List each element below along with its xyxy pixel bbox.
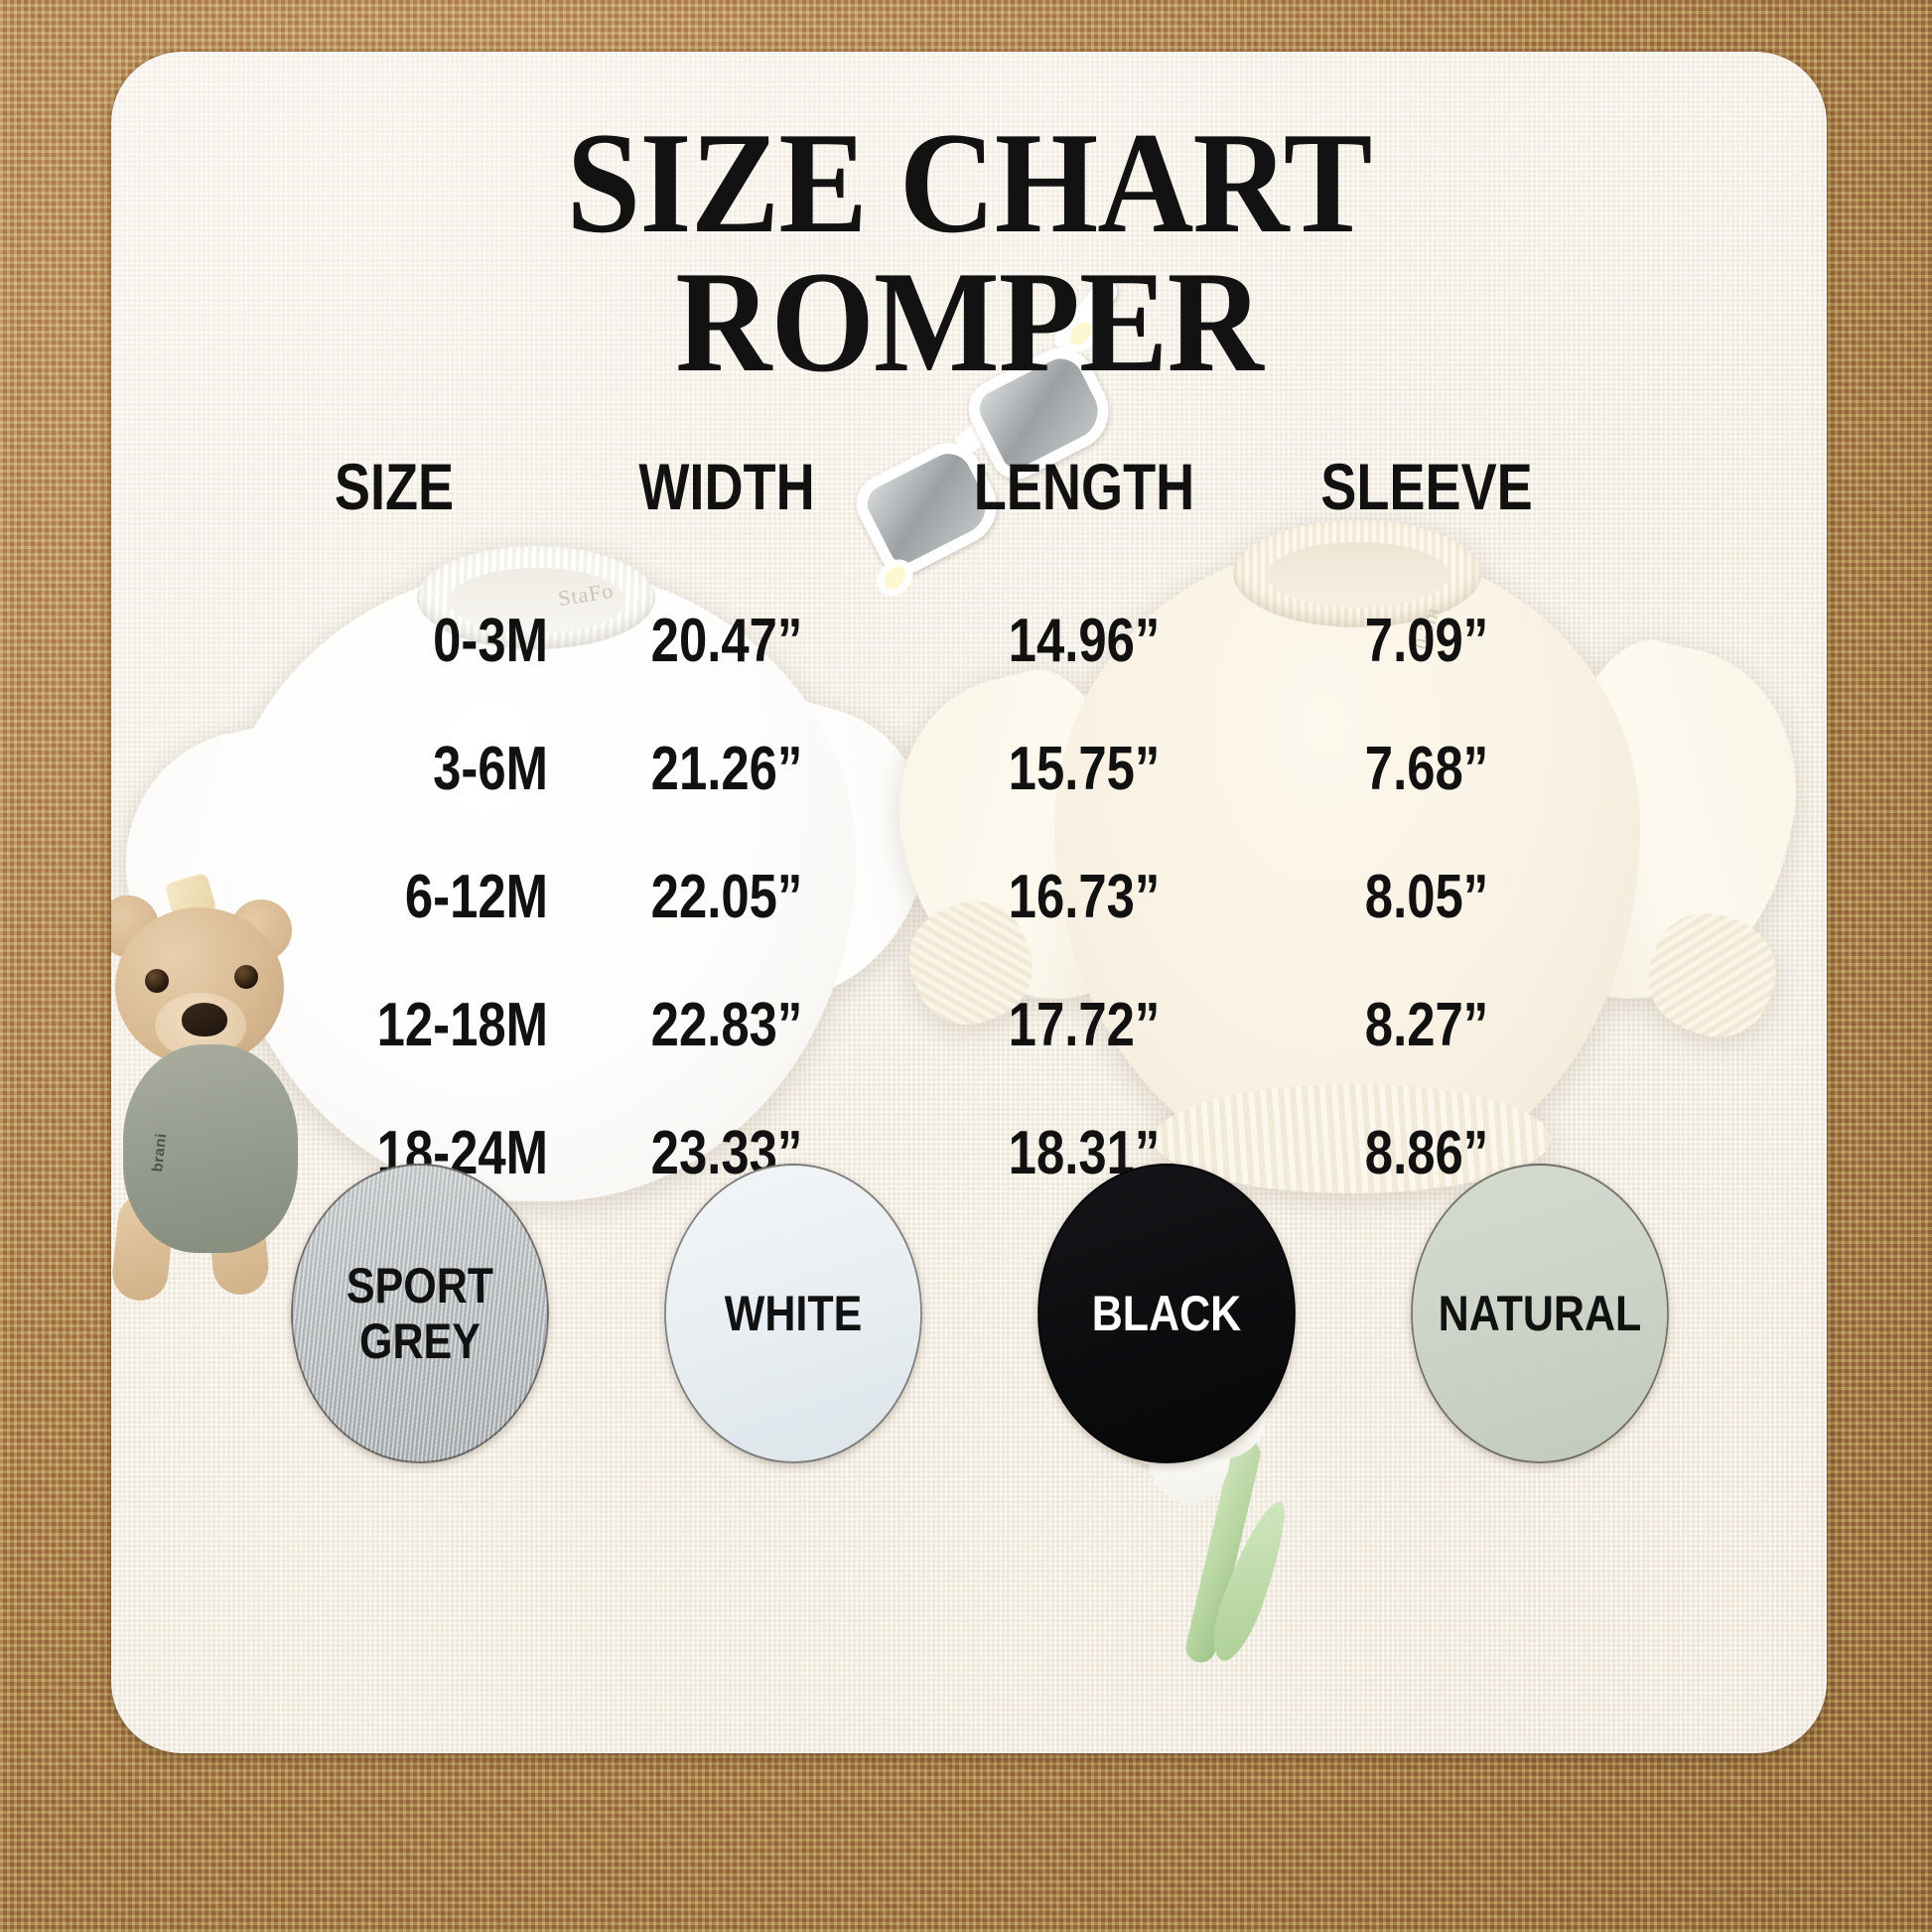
cell-width: 22.05” [650,863,803,931]
swatch-white[interactable]: WHITE [664,1164,922,1463]
size-chart-card: StaFo 0-3m brani [111,52,1827,1753]
swatch-black-label: BLACK [1091,1286,1242,1341]
cell-sleeve: 7.09” [1364,607,1489,675]
cell-sleeve: 7.68” [1364,735,1489,803]
column-header-size: SIZE [334,450,455,523]
swatch-sport-grey-label: SPORT GREY [346,1258,493,1369]
table-row: 0-3M 20.47” 14.96” 7.09” [240,606,1700,676]
table-row: 3-6M 21.26” 15.75” 7.68” [240,734,1700,804]
cream-romper-photo: 0-3m [869,488,1827,1243]
teddy-overalls [123,1044,298,1253]
color-swatch-row: SPORT GREY WHITE BLACK NATURAL [270,1164,1690,1463]
cell-width: 22.83” [650,991,803,1059]
cell-length: 16.73” [1008,863,1161,931]
cell-sleeve: 8.05” [1364,863,1489,931]
cream-romper-neck-opening [1267,542,1449,608]
cell-size: 12-18M [376,991,548,1059]
cell-length: 14.96” [1008,607,1161,675]
cell-width: 21.26” [650,735,803,803]
cell-size: 6-12M [404,863,548,931]
cell-length: 17.72” [1008,991,1161,1059]
cell-size: 0-3M [433,607,548,675]
swatch-natural-label: NATURAL [1438,1286,1642,1341]
column-header-sleeve: SLEEVE [1320,450,1533,523]
white-romper-photo: StaFo [111,518,960,1213]
cream-romper-bottom-gather [1154,1084,1551,1193]
cream-romper-body [1054,546,1640,1181]
cell-width: 20.47” [650,607,803,675]
cell-length: 15.75” [1008,735,1161,803]
cell-sleeve: 8.86” [1364,1119,1489,1187]
teddy-bib-text: brani [149,1132,171,1173]
teddy-nose [182,1003,227,1036]
swatch-black[interactable]: BLACK [1037,1164,1296,1463]
table-header-row: SIZE WIDTH LENGTH SLEEVE [240,449,1700,524]
title-line-1: SIZE CHART [566,102,1373,263]
table-row: 6-12M 22.05” 16.73” 8.05” [240,862,1700,932]
white-romper-body [220,566,856,1201]
column-header-width: WIDTH [638,450,815,523]
swatch-white-label: WHITE [724,1286,863,1341]
size-table: SIZE WIDTH LENGTH SLEEVE 0-3M 20.47” 14.… [240,449,1700,1246]
table-row: 12-18M 22.83” 17.72” 8.27” [240,990,1700,1060]
white-romper-neck-opening [449,568,625,633]
teddy-bear-prop: brani [111,872,347,1304]
teddy-left-eye [145,969,169,993]
swatch-label-line-2: GREY [359,1313,481,1369]
page-title: SIZE CHART ROMPER [180,102,1758,403]
swatch-label-line-1: SPORT [345,1258,494,1313]
swatch-sport-grey[interactable]: SPORT GREY [291,1164,549,1463]
cell-sleeve: 8.27” [1364,991,1489,1059]
column-header-length: LENGTH [973,450,1195,523]
title-line-2: ROMPER [675,241,1263,403]
teddy-right-eye [234,965,258,989]
cell-size: 3-6M [433,735,548,803]
swatch-natural[interactable]: NATURAL [1411,1164,1669,1463]
